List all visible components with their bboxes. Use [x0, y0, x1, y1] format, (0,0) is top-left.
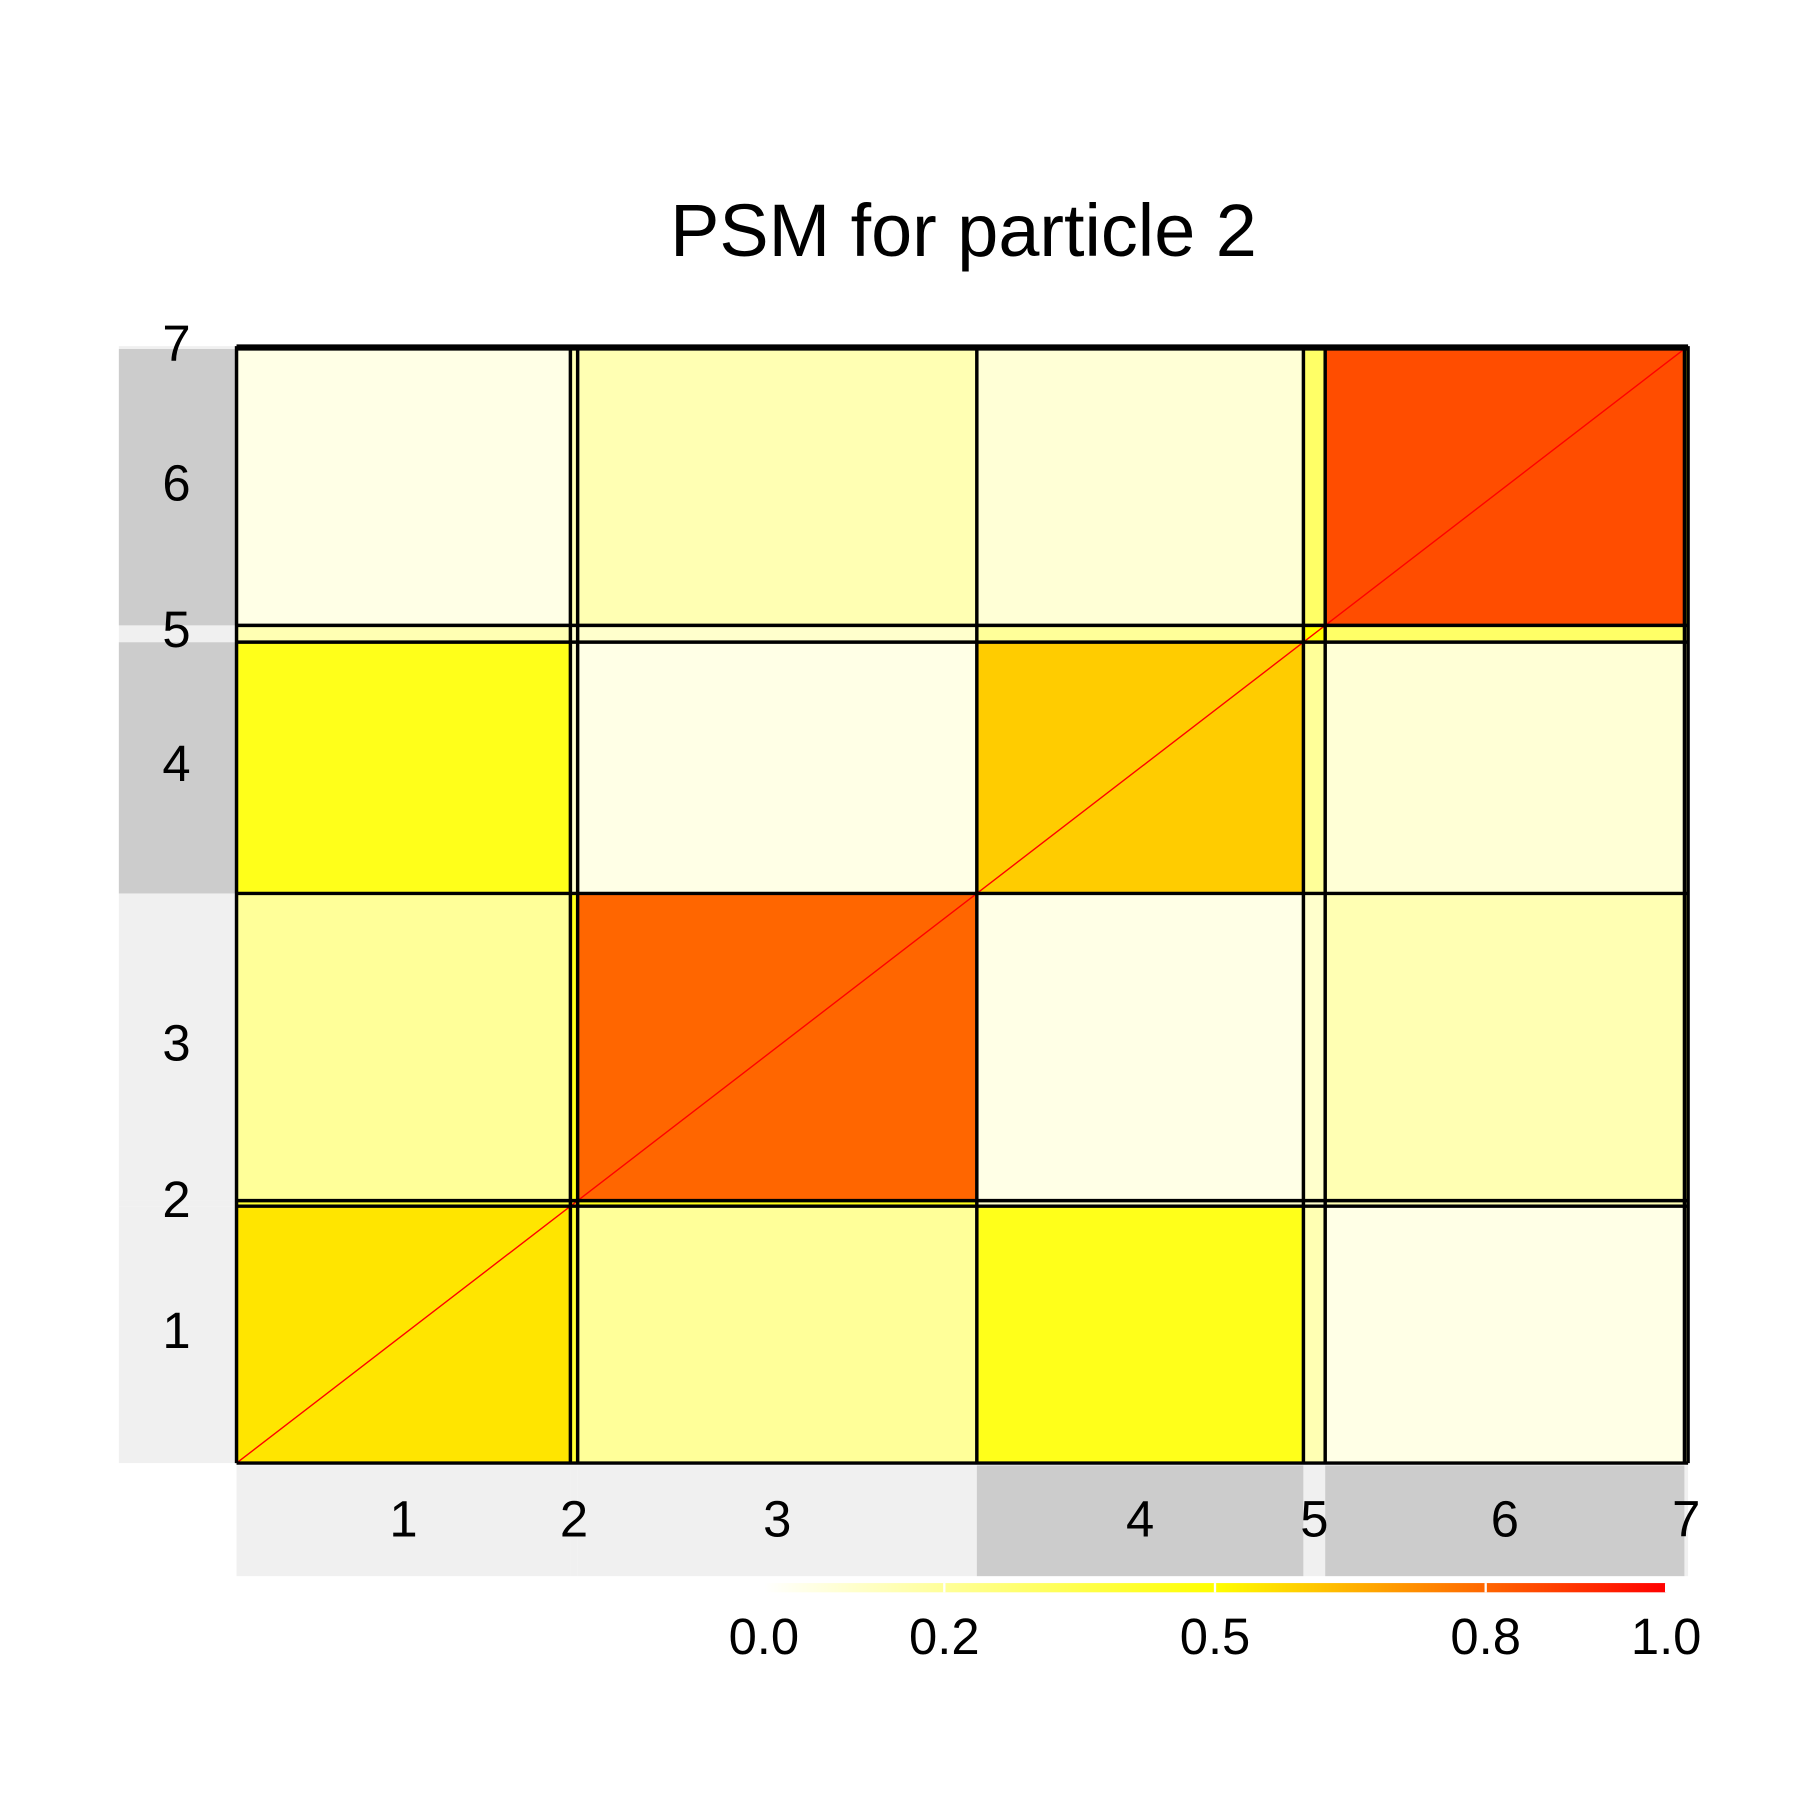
y-strip	[118, 1206, 237, 1464]
heat-cell	[236, 1200, 571, 1207]
heat-cell	[1684, 1206, 1689, 1464]
heat-cell	[577, 1206, 977, 1464]
x-tick-label: 1	[389, 1490, 417, 1547]
chart-title: PSM for particle 2	[670, 189, 1257, 272]
heat-cell	[570, 348, 578, 626]
colorbar-tick-label: 0.5	[1180, 1608, 1251, 1665]
heat-cell	[1303, 348, 1326, 626]
heat-cell	[236, 642, 571, 894]
diagonal	[236, 345, 1689, 1464]
x-strip	[1325, 1465, 1685, 1577]
heat-cell	[1684, 642, 1689, 894]
x-tick-label: 3	[763, 1490, 791, 1547]
colorbar-tick-label: 0.8	[1450, 1608, 1521, 1665]
heat-cell	[1325, 1200, 1685, 1207]
y-strip	[118, 642, 237, 894]
x-tick-label: 2	[560, 1490, 588, 1547]
heat-cell	[570, 893, 578, 1201]
x-strip	[976, 1465, 1304, 1577]
heat-cell	[1684, 1200, 1689, 1207]
heat-cell	[976, 893, 1304, 1201]
colorbar-tick-label: 0.2	[909, 1608, 980, 1665]
heat-cell	[976, 625, 1304, 643]
x-tick-label: 5	[1300, 1490, 1328, 1547]
heat-cell	[1303, 642, 1326, 894]
x-strip	[236, 1465, 571, 1577]
y-strip	[118, 348, 237, 626]
x-tick-label: 6	[1491, 1490, 1519, 1547]
heat-cell	[976, 1206, 1304, 1464]
heat-cell	[577, 642, 977, 894]
heat-cell	[1325, 625, 1685, 643]
heat-cell	[976, 348, 1304, 626]
y-tick-label: 2	[162, 1171, 190, 1228]
heat-cell	[577, 625, 977, 643]
heat-cell	[570, 625, 578, 643]
heat-cell	[1303, 1200, 1326, 1207]
heat-cell	[1303, 893, 1326, 1201]
heat-cell	[1325, 893, 1685, 1201]
colorbar-tick-label: 1.0	[1631, 1608, 1702, 1665]
y-strip	[118, 625, 237, 643]
heat-cell	[236, 625, 571, 643]
y-tick-label: 4	[162, 735, 190, 792]
heat-cell	[236, 893, 571, 1201]
y-strip	[118, 346, 237, 349]
y-strip	[118, 1200, 237, 1207]
heat-cell	[1684, 893, 1689, 1201]
heat-cell	[236, 348, 571, 626]
y-tick-label: 6	[162, 455, 190, 512]
y-strip	[118, 893, 237, 1201]
heat-cell	[1325, 1206, 1685, 1464]
y-tick-label: 5	[162, 601, 190, 658]
heat-cell	[976, 1200, 1304, 1207]
x-strip	[1303, 1465, 1326, 1577]
x-tick-label: 4	[1126, 1490, 1154, 1547]
heat-cell	[570, 642, 578, 894]
y-tick-label: 1	[162, 1302, 190, 1359]
x-strip	[1684, 1465, 1689, 1577]
heat-cell	[1325, 642, 1685, 894]
heat-cell	[577, 1200, 977, 1207]
x-strip	[570, 1465, 578, 1577]
y-tick-label: 7	[162, 315, 190, 372]
y-tick-label: 3	[162, 1014, 190, 1071]
colorbar-tick-label: 0.0	[729, 1608, 800, 1665]
x-strip	[577, 1465, 977, 1577]
heat-cell	[1303, 1206, 1326, 1464]
x-tick-label: 7	[1672, 1490, 1700, 1547]
heat-cell	[577, 348, 977, 626]
heat-cell	[1684, 348, 1689, 626]
heat-cell	[570, 1206, 578, 1464]
heat-cell	[1684, 625, 1689, 643]
